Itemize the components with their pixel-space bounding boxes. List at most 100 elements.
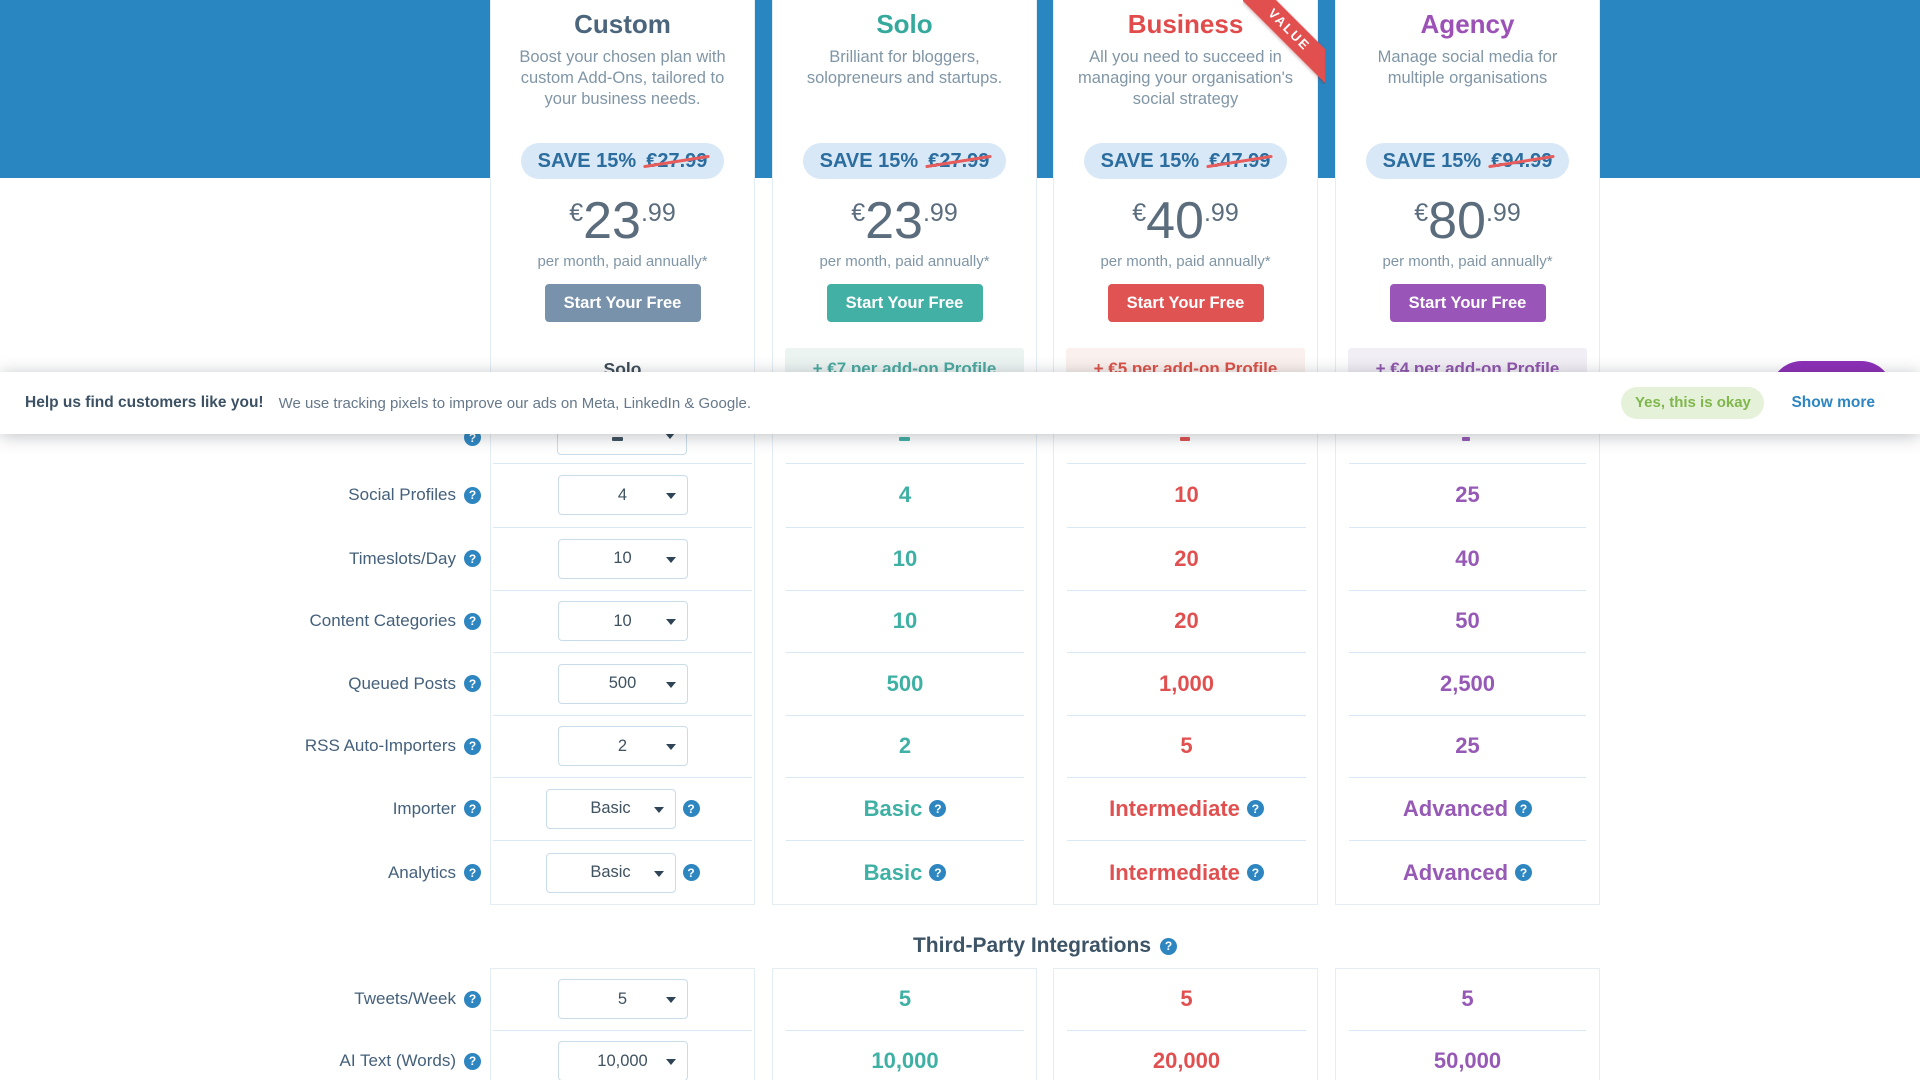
help-icon[interactable] [464,612,481,630]
rss-auto-importers-dropdown[interactable]: 2 [557,726,688,766]
feature-value: 2 [898,733,912,758]
dropdown-value: 4 [617,485,628,504]
help-icon[interactable] [464,486,481,504]
help-icon[interactable] [929,800,947,817]
feature-value: 10 [892,608,918,633]
price-whole: 80 [1428,192,1486,250]
feature-value: 500 [886,670,924,696]
start-free-trial-button[interactable]: Start Your Free Trial [1107,284,1264,350]
help-icon[interactable] [464,675,481,692]
cell-solo: 10 [772,527,1038,590]
dropdown-value: Basic [590,799,631,817]
feature-row-analytics: Analytics Basic Basic Intermediate Advan… [0,840,1920,905]
feature-value: 50 [1455,608,1480,633]
cell-custom: 5 [491,968,754,1030]
save-badge-wrap: SAVE 15% €27.99 [491,143,754,179]
old-price: €27.99 [928,149,990,172]
feature-value: 50,000 [1433,1048,1502,1073]
cell-business: 5 [1053,968,1320,1030]
save-badge: SAVE 15% €94.99 [1365,143,1570,179]
feature-row-clipped [0,415,1920,463]
third-party-integrations-heading: Third-Party Integrations [490,928,1600,964]
plan-title: Custom [574,9,671,39]
help-icon[interactable] [464,800,481,817]
clipped-value-mark [899,437,910,441]
dropdown-value: 10,000 [597,1051,648,1070]
cell-custom: Basic [491,777,754,840]
plan-price: €23.99 [491,193,754,249]
help-icon[interactable] [1246,800,1264,817]
cell-custom: 10 [491,590,754,652]
cell-business: Intermediate [1053,777,1320,840]
content-categories-dropdown[interactable]: 10 [557,601,688,641]
feature-value: 40 [1455,545,1480,571]
help-icon[interactable] [464,1052,481,1070]
help-icon[interactable] [1246,864,1264,881]
feature-label: Social Profiles [348,485,456,504]
start-free-trial-button[interactable]: Start Your Free Trial [544,284,701,350]
cell-custom: 10 [491,527,754,590]
feature-row-social-profiles: Social Profiles 4 4 10 25 [0,463,1920,527]
cell-agency: 50 [1335,590,1600,652]
price-whole: 23 [865,192,923,250]
cookie-consent-banner: Help us find customers like you! We use … [0,372,1920,434]
help-icon[interactable] [929,864,947,881]
save-badge-wrap: SAVE 15% €27.99 [773,143,1036,179]
chevron-down-icon [665,433,675,444]
help-icon[interactable] [464,737,481,755]
chevron-down-icon [653,870,664,882]
save-label: SAVE 15% [819,149,919,172]
save-badge-wrap: SAVE 15% €47.99 [1054,143,1317,179]
feature-label: Timeslots/Day [348,548,456,568]
currency-symbol: € [569,199,584,227]
plan-price: €23.99 [773,193,1036,249]
plan-price: €80.99 [1336,193,1599,249]
plan-description: Brilliant for bloggers, solopreneurs and… [806,48,1003,87]
plan-description: All you need to succeed in managing your… [1077,48,1294,108]
cell-solo: 2 [772,715,1038,777]
cell-agency: 5 [1335,968,1600,1030]
feature-value: Intermediate [1109,795,1240,821]
cell-custom: 500 [491,652,754,715]
feature-label: Content Categories [309,611,456,630]
billing-note: per month, paid annually* [1100,253,1271,270]
help-icon[interactable] [682,864,700,881]
cookie-show-more-link[interactable]: Show more [1791,394,1875,411]
currency-symbol: € [1414,199,1429,227]
help-icon[interactable] [1515,800,1533,817]
help-icon[interactable] [1160,937,1178,955]
plan-title: Agency [1420,9,1515,39]
plan-card-solo: Solo Brilliant for bloggers, solopreneur… [772,0,1037,905]
cell-business: 1,000 [1053,652,1320,715]
start-free-trial-button[interactable]: Start Your Free Trial [826,284,983,350]
ai-text-dropdown[interactable]: 10,000 [557,1041,688,1080]
old-price: €27.99 [646,149,708,172]
chevron-down-icon [665,619,676,630]
cell-solo: 10 [772,590,1038,652]
timeslots-dropdown[interactable]: 10 [557,538,688,579]
help-icon[interactable] [464,990,481,1008]
importer-dropdown[interactable]: Basic [545,788,676,829]
billing-note: per month, paid annually* [537,253,708,270]
old-price: €94.99 [1491,149,1553,172]
chevron-down-icon [665,493,676,504]
dropdown-value: 500 [608,674,637,692]
start-free-trial-button[interactable]: Start Your Free Trial [1389,284,1546,350]
tweets-week-dropdown[interactable]: 5 [557,979,688,1019]
value-ribbon: VALUE [1243,0,1325,84]
feature-value: 2,500 [1439,670,1496,696]
help-icon[interactable] [1515,864,1533,881]
clipped-value-mark [1180,437,1190,441]
currency-symbol: € [1132,199,1147,227]
help-icon[interactable] [464,550,481,567]
feature-label: Analytics [387,862,456,882]
cell-agency: Advanced [1335,777,1600,840]
help-icon[interactable] [682,800,700,817]
feature-value: 20 [1174,608,1199,633]
queued-posts-dropdown[interactable]: 500 [557,663,688,704]
cookie-accept-button[interactable]: Yes, this is okay [1621,387,1765,419]
analytics-dropdown[interactable]: Basic [545,852,676,893]
social-profiles-dropdown[interactable]: 4 [557,475,688,515]
help-icon[interactable] [464,864,481,881]
cell-custom: 4 [491,463,754,527]
